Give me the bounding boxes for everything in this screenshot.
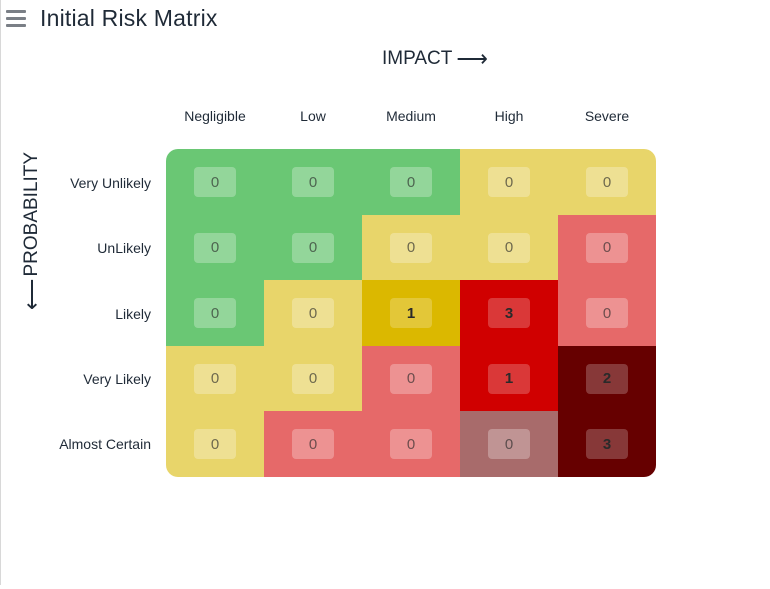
impact-level-negligible: Negligible bbox=[184, 108, 246, 124]
risk-count-badge: 0 bbox=[488, 429, 530, 459]
probability-level-likely: Likely bbox=[115, 306, 151, 322]
risk-cell[interactable]: 0 bbox=[264, 215, 362, 280]
risk-count-badge: 0 bbox=[488, 232, 530, 263]
page-title: Initial Risk Matrix bbox=[40, 4, 218, 31]
risk-cell[interactable]: 0 bbox=[558, 149, 656, 215]
risk-cell[interactable]: 1 bbox=[362, 280, 460, 346]
risk-count-badge: 0 bbox=[390, 429, 432, 459]
risk-count-badge: 3 bbox=[488, 298, 530, 328]
risk-cell[interactable]: 1 bbox=[460, 346, 558, 411]
risk-cell[interactable]: 0 bbox=[166, 346, 264, 411]
risk-cell[interactable]: 0 bbox=[362, 411, 460, 477]
impact-axis-title: IMPACT ⟶ bbox=[382, 48, 488, 70]
risk-count-badge: 0 bbox=[390, 363, 432, 394]
risk-count-badge: 0 bbox=[194, 232, 236, 263]
risk-cell[interactable]: 0 bbox=[166, 215, 264, 280]
risk-cell[interactable]: 3 bbox=[460, 280, 558, 346]
risk-count-badge: 0 bbox=[292, 429, 334, 459]
risk-count-badge: 3 bbox=[586, 429, 628, 459]
risk-count-badge: 0 bbox=[292, 363, 334, 394]
risk-matrix-grid: 0 0 0 0 0 0 0 0 0 0 0 0 1 3 0 0 0 0 1 2 0 0 0 0 3 bbox=[166, 149, 656, 477]
risk-cell[interactable]: 2 bbox=[558, 346, 656, 411]
risk-count-badge: 2 bbox=[586, 363, 628, 394]
risk-cell[interactable]: 0 bbox=[362, 149, 460, 215]
impact-level-low: Low bbox=[300, 108, 326, 124]
risk-count-badge: 0 bbox=[194, 298, 236, 328]
probability-axis-title: ⟵ PROBABILITY bbox=[19, 151, 44, 311]
hamburger-menu-icon[interactable] bbox=[6, 9, 26, 27]
risk-count-badge: 0 bbox=[390, 232, 432, 263]
risk-cell[interactable]: 0 bbox=[362, 215, 460, 280]
risk-cell[interactable]: 0 bbox=[264, 346, 362, 411]
risk-cell[interactable]: 0 bbox=[362, 346, 460, 411]
risk-cell[interactable]: 0 bbox=[166, 411, 264, 477]
risk-count-badge: 0 bbox=[194, 167, 236, 197]
risk-count-badge: 0 bbox=[292, 298, 334, 328]
probability-level-almost-certain: Almost Certain bbox=[59, 436, 151, 452]
arrow-left-icon: ⟵ bbox=[19, 278, 44, 311]
risk-cell[interactable]: 0 bbox=[264, 411, 362, 477]
page-header: Initial Risk Matrix bbox=[6, 4, 218, 32]
risk-count-badge: 0 bbox=[488, 167, 530, 197]
impact-level-medium: Medium bbox=[386, 108, 436, 124]
risk-count-badge: 0 bbox=[292, 232, 334, 263]
risk-count-badge: 0 bbox=[390, 167, 432, 197]
risk-cell[interactable]: 0 bbox=[558, 280, 656, 346]
risk-count-badge: 1 bbox=[390, 298, 432, 328]
risk-count-badge: 1 bbox=[488, 363, 530, 394]
probability-level-very-unlikely: Very Unlikely bbox=[70, 175, 151, 191]
probability-level-very-likely: Very Likely bbox=[83, 371, 151, 387]
probability-axis-label: PROBABILITY bbox=[21, 151, 42, 277]
risk-count-badge: 0 bbox=[586, 232, 628, 263]
arrow-right-icon: ⟶ bbox=[456, 46, 488, 71]
risk-cell[interactable]: 0 bbox=[166, 280, 264, 346]
impact-level-severe: Severe bbox=[584, 108, 630, 124]
risk-cell[interactable]: 0 bbox=[460, 215, 558, 280]
risk-count-badge: 0 bbox=[194, 363, 236, 394]
risk-cell[interactable]: 3 bbox=[558, 411, 656, 477]
risk-cell[interactable]: 0 bbox=[460, 149, 558, 215]
impact-axis-label: IMPACT bbox=[382, 48, 453, 69]
panel-left-border bbox=[0, 0, 1, 585]
impact-level-high: High bbox=[494, 108, 524, 124]
risk-count-badge: 0 bbox=[292, 167, 334, 197]
risk-cell[interactable]: 0 bbox=[166, 149, 264, 215]
risk-cell[interactable]: 0 bbox=[460, 411, 558, 477]
risk-count-badge: 0 bbox=[586, 167, 628, 197]
risk-count-badge: 0 bbox=[194, 429, 236, 459]
risk-count-badge: 0 bbox=[586, 298, 628, 328]
risk-cell[interactable]: 0 bbox=[264, 149, 362, 215]
risk-cell[interactable]: 0 bbox=[558, 215, 656, 280]
risk-cell[interactable]: 0 bbox=[264, 280, 362, 346]
probability-level-unlikely: UnLikely bbox=[97, 240, 151, 256]
